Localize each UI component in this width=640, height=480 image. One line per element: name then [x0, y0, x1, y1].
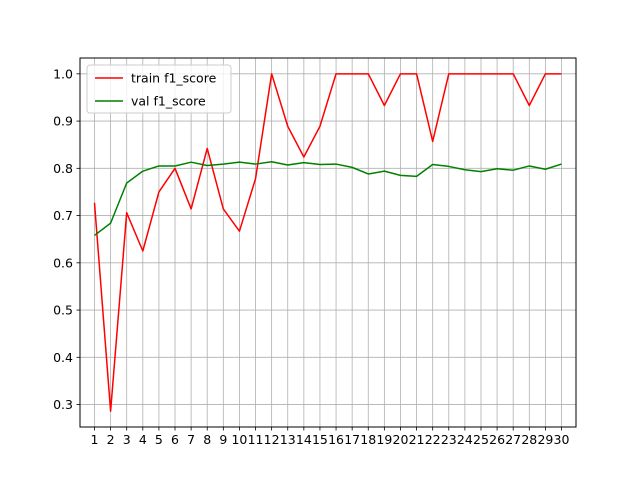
plot-frame: [79, 57, 577, 428]
x-tick-label: 28: [521, 432, 537, 447]
x-tick-label: 10: [231, 432, 247, 447]
x-tick-label: 3: [123, 432, 131, 447]
x-tick-label: 13: [280, 432, 296, 447]
x-axis: 1 2 3 4 5 6 7 8 9 10 11 12 13 14 15 16 17 18 19 20 21 22 23 24 2…: [91, 427, 570, 447]
y-axis: 0.3 0.4 0.5 0.6 0.7 0.8 0.9 1.0: [53, 66, 80, 412]
x-tick-label: 18: [360, 432, 376, 447]
y-tick-label: 0.6: [53, 255, 73, 270]
x-tick-label: 16: [328, 432, 344, 447]
x-tick-label: 14: [296, 432, 312, 447]
series-line-train: [93, 73, 562, 412]
x-tick-label: 12: [264, 432, 280, 447]
y-tick-label: 0.3: [53, 397, 73, 412]
x-tick-label: 20: [393, 432, 409, 447]
x-tick-label: 30: [554, 432, 570, 447]
x-tick-label: 4: [139, 432, 147, 447]
x-tick-label: 26: [489, 432, 505, 447]
x-tick-label: 29: [537, 432, 553, 447]
legend-label: val f1_score: [131, 94, 206, 109]
x-tick-label: 7: [187, 432, 195, 447]
x-tick-label: 5: [155, 432, 163, 447]
x-tick-label: 21: [409, 432, 425, 447]
x-tick-label: 8: [203, 432, 211, 447]
x-tick-label: 6: [171, 432, 179, 447]
x-tick-label: 24: [457, 432, 473, 447]
y-tick-label: 0.4: [53, 350, 73, 365]
legend-label: train f1_score: [131, 71, 217, 86]
x-tick-label: 11: [248, 432, 264, 447]
x-tick-label: 17: [344, 432, 360, 447]
x-tick-label: 25: [473, 432, 489, 447]
x-tick-label: 2: [107, 432, 115, 447]
x-tick-label: 9: [219, 432, 227, 447]
x-tick-label: 22: [425, 432, 441, 447]
grid: [80, 58, 576, 427]
y-tick-label: 0.9: [53, 114, 73, 129]
y-tick-label: 0.8: [53, 161, 73, 176]
series-line-val: [94, 160, 562, 237]
y-tick-label: 1.0: [53, 66, 73, 81]
x-tick-label: 19: [376, 432, 392, 447]
y-tick-label: 0.5: [53, 303, 73, 318]
x-tick-label: 1: [91, 432, 99, 447]
x-tick-label: 27: [505, 432, 521, 447]
x-tick-label: 23: [441, 432, 457, 447]
x-tick-label: 15: [312, 432, 328, 447]
y-tick-label: 0.7: [53, 208, 73, 223]
series-lines: [93, 73, 562, 412]
